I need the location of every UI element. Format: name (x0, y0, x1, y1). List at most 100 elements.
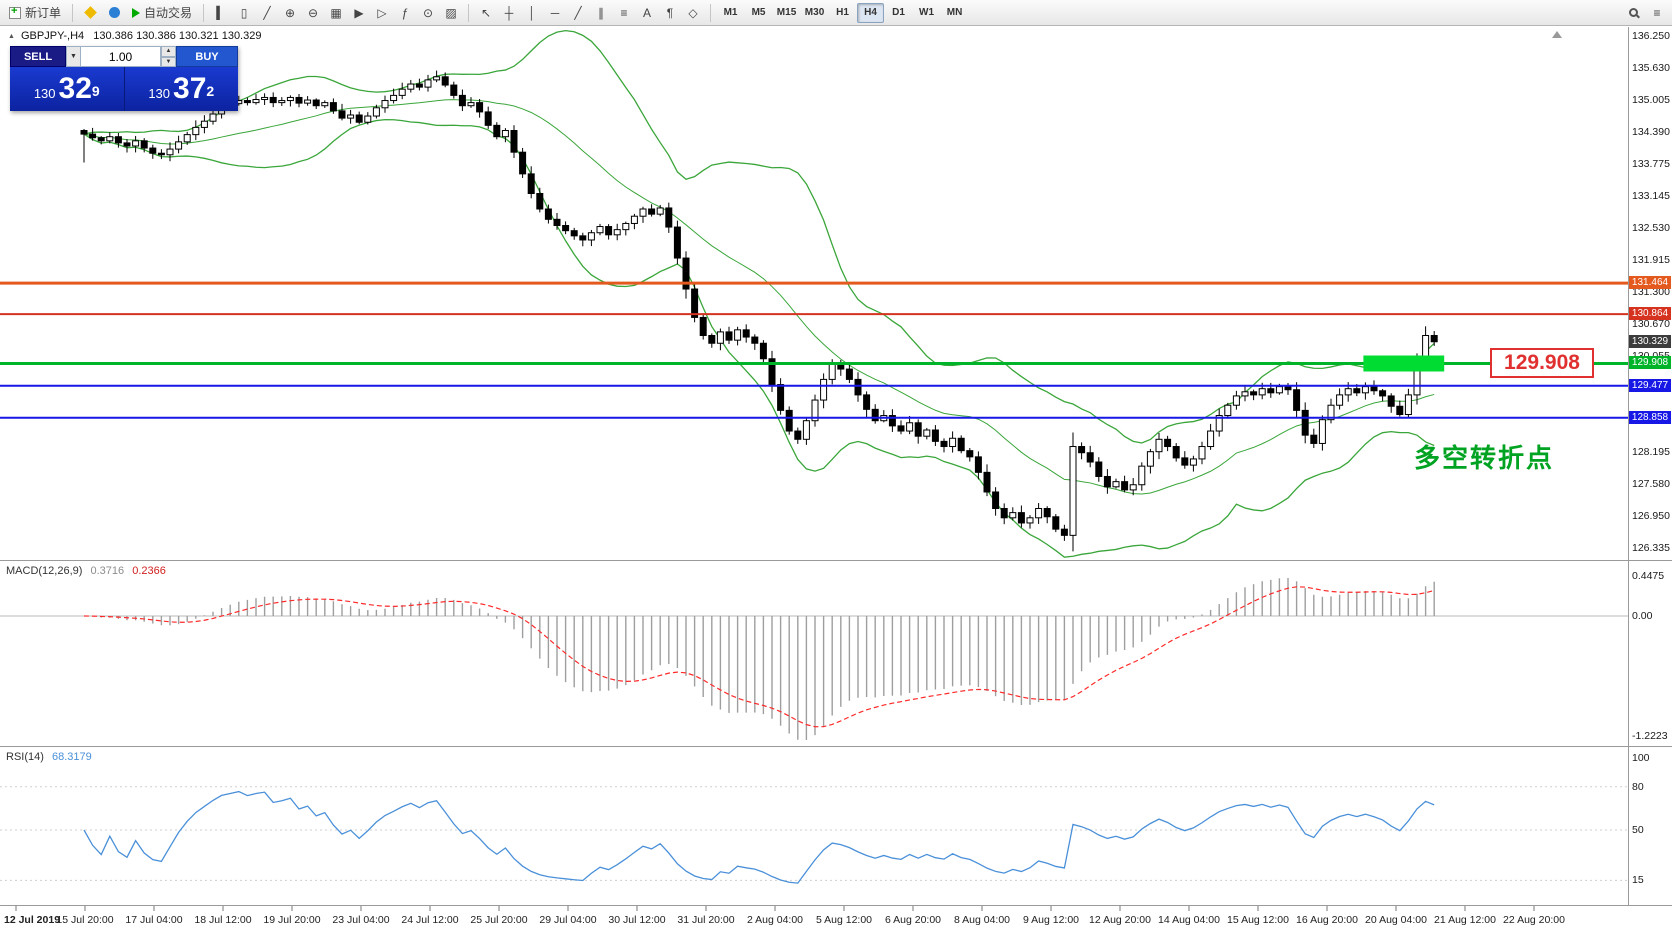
price-axis-label: 126.950 (1632, 510, 1670, 522)
timeframe-m5-button[interactable]: M5 (745, 3, 772, 23)
price-panel[interactable] (0, 30, 1628, 558)
time-axis-label: 30 Jul 12:00 (608, 914, 666, 926)
sell-price[interactable]: 130 32 9 (10, 67, 125, 111)
label-icon[interactable]: ¶ (659, 2, 681, 24)
indicators-icon[interactable]: ƒ (394, 2, 416, 24)
bollinger-upper-band (83, 30, 1435, 444)
price-axis-label: 133.775 (1632, 158, 1670, 170)
timeframe-h4-button[interactable]: H4 (857, 2, 885, 23)
turning-point-text[interactable]: 多空转折点 (1414, 443, 1555, 473)
menu-button[interactable]: ≡ (1646, 2, 1668, 24)
channel-icon[interactable]: ∥ (590, 2, 612, 24)
new-order-button[interactable]: 新订单 (4, 2, 66, 24)
price-axis-label: 128.195 (1632, 446, 1670, 458)
sell-price-prefix: 130 (33, 86, 56, 101)
symbol-marker-icon: ▲ (8, 33, 15, 40)
line-chart-mode-icon[interactable]: ╱ (256, 2, 278, 24)
symbol-ohlc: 130.386 130.386 130.321 130.329 (93, 30, 262, 42)
tile-windows-icon[interactable]: ▦ (325, 2, 347, 24)
crosshair-icon[interactable]: ┼ (498, 2, 520, 24)
time-axis-label: 2 Aug 04:00 (746, 914, 804, 926)
fibonacci-icon[interactable]: ≡ (613, 2, 635, 24)
menu-icon: ≡ (1653, 5, 1661, 20)
price-axis-label: 131.915 (1632, 254, 1670, 266)
timeframe-m1-button[interactable]: M1 (717, 3, 744, 23)
toolbar-separator (710, 3, 712, 22)
volume-down-button[interactable]: ▼ (161, 56, 176, 67)
time-axis-label: 15 Aug 12:00 (1227, 914, 1289, 926)
timeframe-w1-button[interactable]: W1 (913, 3, 940, 23)
zoom-in-icon[interactable]: ⊕ (279, 2, 301, 24)
chart-tools-group: ▍ ▯ ╱ ⊕ ⊖ ▦ ▶ ▷ ƒ ⊙ ▨ (210, 2, 462, 24)
chart-shift-icon[interactable]: ▷ (371, 2, 393, 24)
text-icon[interactable]: A (636, 2, 658, 24)
price-axis-label: 133.145 (1632, 190, 1670, 202)
time-axis-label: 9 Aug 12:00 (1022, 914, 1080, 926)
trade-panel-controls: SELL ▼ ▲ ▼ BUY (10, 46, 238, 67)
time-axis-label: 19 Jul 20:00 (263, 914, 321, 926)
timeframe-m30-button[interactable]: M30 (801, 3, 828, 23)
macd-main-value: 0.3716 (90, 565, 125, 577)
time-axis-label: 22 Aug 20:00 (1503, 914, 1565, 926)
bar-chart-mode-icon[interactable]: ▍ (210, 2, 232, 24)
toolbar-separator (72, 3, 74, 22)
rsi-axis-label: 50 (1632, 824, 1644, 836)
rsi-panel[interactable] (0, 786, 1628, 884)
price-level-label[interactable]: 129.908 (1490, 348, 1594, 378)
cursor-icon[interactable]: ↖ (475, 2, 497, 24)
price-axis-label: 134.390 (1632, 126, 1670, 138)
one-click-trading-panel: SELL ▼ ▲ ▼ BUY 130 32 9 130 37 2 (10, 46, 238, 111)
price-axis-label: 130.670 (1632, 318, 1670, 330)
auto-scroll-icon[interactable]: ▶ (348, 2, 370, 24)
trendline-icon[interactable]: ╱ (567, 2, 589, 24)
buy-button[interactable]: BUY (176, 46, 238, 67)
periods-icon[interactable]: ⊙ (417, 2, 439, 24)
trade-panel-prices: 130 32 9 130 37 2 (10, 67, 238, 111)
timeframe-m15-button[interactable]: M15 (773, 3, 800, 23)
toolbar: 新订单 自动交易 ▍▯╱⊕⊖▦▶▷ƒ⊙▨ ↖┼│─╱∥≡A¶◇ M1M5M15M… (0, 0, 1672, 26)
volume-input[interactable] (81, 46, 161, 67)
volume-up-button[interactable]: ▲ (161, 46, 176, 57)
time-axis-label: 14 Aug 04:00 (1158, 914, 1220, 926)
new-order-label: 新订单 (25, 6, 62, 20)
vertical-line-icon[interactable]: │ (521, 2, 543, 24)
timeframe-d1-button[interactable]: D1 (885, 3, 912, 23)
timeframe-h1-button[interactable]: H1 (829, 3, 856, 23)
chart-scroll-marker-icon (1552, 31, 1562, 38)
arrows-icon[interactable]: ◇ (682, 2, 704, 24)
templates-icon[interactable]: ▨ (440, 2, 462, 24)
toolbar-separator (203, 3, 205, 22)
time-axis-label: 15 Jul 20:00 (56, 914, 114, 926)
price-badge: 129.477 (1629, 378, 1671, 392)
time-axis-label: 12 Aug 20:00 (1089, 914, 1151, 926)
search-icon (1628, 8, 1638, 17)
autotrading-button[interactable]: 自动交易 (127, 2, 197, 24)
timeframes-group: M1 M5 M15 M30 H1 H4 D1 W1 MN (717, 2, 968, 23)
favorites-icon (83, 6, 97, 19)
community-icon (108, 7, 120, 18)
horizontal-line-icon[interactable]: ─ (544, 2, 566, 24)
sell-price-sup: 9 (91, 82, 100, 99)
sell-button[interactable]: SELL (10, 46, 66, 67)
time-axis-label: 5 Aug 12:00 (815, 914, 873, 926)
candlestick-mode-icon[interactable]: ▯ (233, 2, 255, 24)
favorites-button[interactable] (79, 2, 101, 24)
macd-panel[interactable] (0, 578, 1628, 740)
buy-price[interactable]: 130 37 2 (124, 67, 238, 111)
zoom-out-icon[interactable]: ⊖ (302, 2, 324, 24)
volume-dropdown-button[interactable]: ▼ (66, 46, 81, 67)
rsi-axis-label: 100 (1632, 752, 1650, 764)
bollinger-middle-band (83, 99, 1435, 495)
timeframe-mn-button[interactable]: MN (941, 3, 968, 23)
sell-price-big: 32 (58, 72, 92, 105)
macd-signal-value: 0.2366 (132, 565, 166, 577)
search-button[interactable] (1622, 2, 1644, 24)
community-button[interactable] (103, 2, 125, 24)
macd-label: MACD(12,26,9) 0.3716 0.2366 (6, 565, 166, 577)
price-axis-label: 135.630 (1632, 62, 1670, 74)
time-axis-label: 24 Jul 12:00 (401, 914, 459, 926)
bollinger-lower-band (83, 119, 1435, 558)
symbol-info: ▲ GBPJPY-,H4 130.386 130.386 130.321 130… (8, 30, 261, 42)
